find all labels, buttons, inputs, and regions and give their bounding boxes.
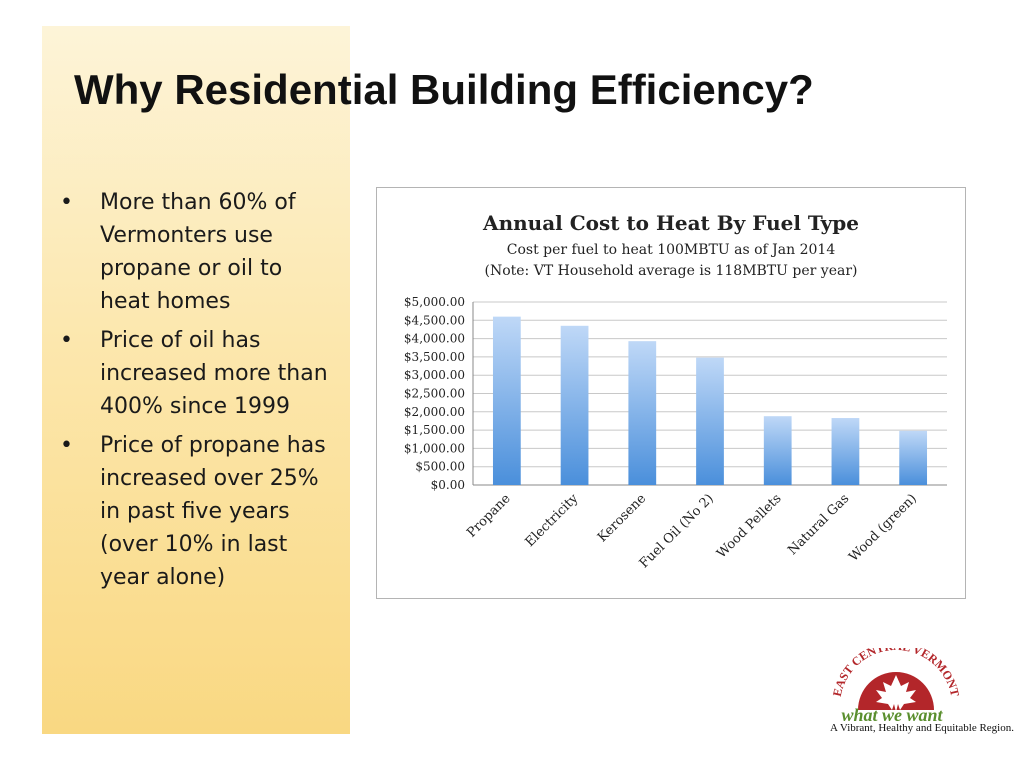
chart-title: Annual Cost to Heat By Fuel Type [482, 211, 859, 235]
bars [492, 316, 928, 485]
maple-leaf-icon [876, 675, 916, 712]
bar [899, 430, 928, 485]
bullet-dot: • [60, 190, 73, 215]
y-tick-label: $4,500.00 [404, 313, 465, 327]
bar [628, 341, 657, 485]
y-tick-label: $1,000.00 [404, 441, 465, 455]
y-tick-label: $4,000.00 [404, 332, 465, 346]
bar [763, 416, 792, 485]
chart-subtitle-line-1: Cost per fuel to heat 100MBTU as of Jan … [507, 242, 836, 258]
bullet-item: • Price of propane has increased over 25… [58, 429, 338, 594]
y-tick-label: $3,000.00 [404, 368, 465, 382]
bullet-item: • More than 60% of Vermonters use propan… [58, 186, 338, 318]
y-tick-label: $2,000.00 [404, 405, 465, 419]
chart-frame: Annual Cost to Heat By Fuel Type Cost pe… [376, 187, 966, 599]
ecv-logo: EAST CENTRAL VERMONT what we want [812, 639, 1022, 740]
bullet-list: • More than 60% of Vermonters use propan… [58, 186, 338, 600]
y-tick-label: $5,000.00 [404, 295, 465, 309]
x-tick-label: Wood (green) [846, 491, 920, 565]
logo-tagline: A Vibrant, Healthy and Equitable Region. [830, 722, 1014, 734]
x-tick-label: Fuel Oil (No 2) [637, 491, 717, 571]
logo-script-text: what we want [841, 705, 943, 725]
chart-subtitle-line-2: (Note: VT Household average is 118MBTU p… [485, 263, 858, 279]
logo-graphic: EAST CENTRAL VERMONT what we want [830, 639, 962, 725]
x-tick-label: Electricity [523, 491, 582, 550]
slide-title: Why Residential Building Efficiency? [74, 66, 814, 113]
y-tick-label: $3,500.00 [404, 350, 465, 364]
bullet-dot: • [60, 328, 73, 353]
x-tick-label: Kerosene [595, 491, 649, 545]
bullet-text: More than 60% of Vermonters use propane … [100, 190, 296, 314]
bullet-text: Price of oil has increased more than 400… [100, 328, 328, 419]
bar [696, 357, 724, 485]
x-tick-label: Wood Pellets [714, 491, 784, 561]
bullet-item: • Price of oil has increased more than 4… [58, 324, 338, 423]
bar-chart: Annual Cost to Heat By Fuel Type Cost pe… [404, 211, 947, 572]
y-tick-label: $2,500.00 [404, 387, 465, 401]
bar [560, 325, 589, 485]
x-tick-label: Propane [464, 491, 514, 541]
bar [831, 418, 860, 485]
y-tick-label: $1,500.00 [404, 423, 465, 437]
y-tick-label: $500.00 [415, 460, 465, 474]
y-tick-label: $0.00 [431, 478, 465, 492]
bullet-text: Price of propane has increased over 25% … [100, 433, 326, 590]
side-band [42, 26, 350, 734]
bullet-dot: • [60, 433, 73, 458]
x-tick-label: Natural Gas [785, 491, 852, 558]
y-axis: $0.00 $500.00 $1,000.00 $1,500.00 $2,000.00 $… [404, 295, 474, 492]
bar [492, 316, 521, 485]
